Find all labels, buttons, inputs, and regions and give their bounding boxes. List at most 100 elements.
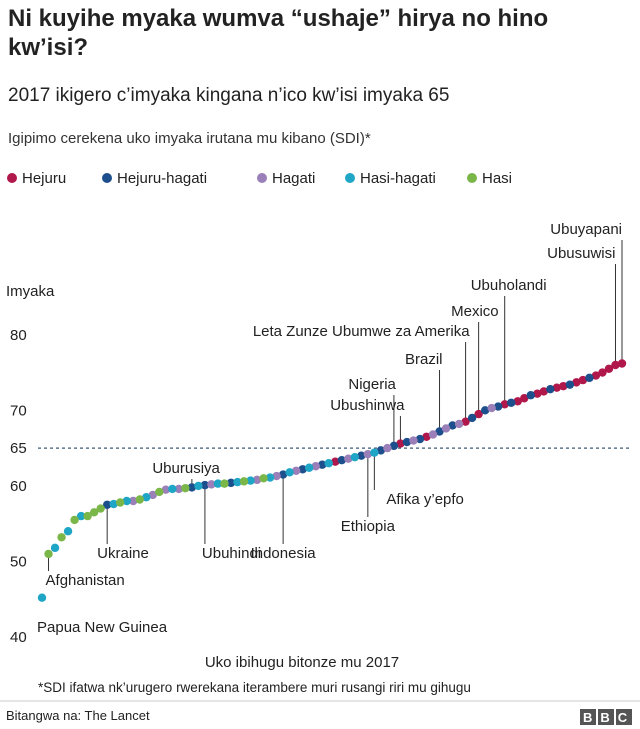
data-point: [259, 474, 268, 483]
legend-marker: [467, 173, 477, 183]
data-point: [539, 387, 548, 396]
data-point: [102, 500, 112, 509]
data-point: [559, 381, 568, 391]
annotation: Leta Zunze Ubumwe za Amerika: [253, 323, 470, 340]
data-point: [441, 424, 451, 433]
data-point: [428, 430, 438, 439]
data-point: [135, 495, 144, 504]
logo-box: [598, 709, 614, 725]
data-point: [578, 375, 588, 385]
source: Bitangwa na: The Lancet: [6, 708, 150, 723]
annotation: Uburusiya: [152, 460, 220, 477]
data-point: [370, 448, 379, 457]
chart-title: Ni kuyihe myaka wumva “ushaje” hirya no …: [8, 5, 549, 61]
data-point: [57, 533, 66, 542]
data-point: [350, 452, 360, 462]
data-point: [109, 499, 118, 509]
data-point: [116, 498, 125, 507]
data-point: [552, 383, 562, 392]
data-point: [252, 475, 262, 485]
data-point: [226, 478, 236, 488]
data-point: [142, 493, 151, 502]
data-point: [194, 481, 203, 491]
data-point: [96, 504, 105, 513]
data-point: [50, 543, 60, 553]
annotation: Ubuhindi: [202, 545, 261, 562]
data-point: [383, 443, 392, 453]
data-point: [415, 434, 425, 444]
data-point: [435, 427, 444, 436]
data-point: [474, 409, 483, 419]
annotation: Ukraine: [97, 545, 149, 562]
data-point: [357, 451, 366, 460]
data-point: [311, 462, 320, 471]
logo-box: [616, 709, 632, 725]
legend-marker: [102, 173, 112, 183]
data-point: [546, 384, 555, 394]
data-point: [487, 403, 496, 413]
logo-box: [580, 709, 596, 725]
data-point: [467, 413, 477, 423]
data-point: [285, 468, 294, 477]
legend-label: Hejuru: [22, 170, 66, 187]
annotation: Indonesia: [251, 545, 317, 562]
data-point: [239, 477, 249, 486]
y-tick-label: 50: [10, 553, 27, 570]
data-point: [155, 487, 164, 497]
legend-label: Hagati: [272, 170, 315, 187]
data-point: [304, 463, 314, 472]
logo: BBC: [583, 710, 635, 725]
annotation: Mexico: [451, 303, 499, 320]
data-point: [480, 406, 490, 415]
data-point: [363, 449, 373, 459]
y-tick-label: 60: [10, 478, 27, 495]
legend-marker: [7, 173, 17, 183]
data-point: [585, 373, 594, 383]
legend-label: Hejuru-hagati: [117, 170, 207, 187]
chart-subtitle: 2017 ikigero c’imyaka kingana n’ico kw’i…: [8, 85, 450, 106]
data-point: [181, 483, 190, 493]
data-point: [324, 459, 333, 468]
data-point: [233, 477, 242, 487]
data-point: [422, 432, 431, 441]
data-point: [278, 470, 288, 479]
data-point: [291, 466, 301, 475]
data-point: [500, 400, 509, 409]
annotation: Ubusuwisi: [547, 245, 615, 262]
y-tick-label: 65: [10, 440, 27, 457]
annotation: Afghanistan: [46, 572, 125, 589]
data-point: [213, 479, 223, 488]
y-tick-label: 80: [10, 327, 27, 344]
data-point: [272, 471, 281, 481]
x-axis-label: Uko ibihugu bitonze mu 2017: [205, 654, 399, 671]
annotation: Nigeria: [348, 376, 396, 393]
data-point: [611, 360, 620, 370]
data-point: [122, 496, 131, 506]
annotation: Brazil: [405, 351, 443, 368]
data-point: [409, 436, 418, 445]
data-point: [520, 394, 529, 403]
data-point: [318, 460, 327, 469]
data-point: [533, 389, 542, 398]
data-point: [148, 490, 157, 500]
data-point: [129, 496, 138, 506]
data-point: [507, 398, 516, 407]
data-point: [331, 457, 340, 466]
data-point: [402, 437, 412, 447]
data-point: [344, 454, 353, 463]
annotation: Afika y’epfo: [386, 491, 464, 508]
legend-marker: [257, 173, 267, 183]
y-tick-label: 40: [10, 629, 27, 646]
data-point: [461, 417, 470, 426]
data-point: [396, 439, 405, 448]
annotation: Ubuyapani: [550, 221, 622, 238]
data-point: [89, 508, 99, 517]
data-point: [220, 479, 229, 488]
data-point: [598, 368, 607, 377]
data-point: [337, 456, 346, 465]
data-point: [168, 484, 177, 494]
data-point: [174, 484, 184, 494]
data-point: [200, 480, 210, 490]
data-point: [83, 511, 92, 521]
